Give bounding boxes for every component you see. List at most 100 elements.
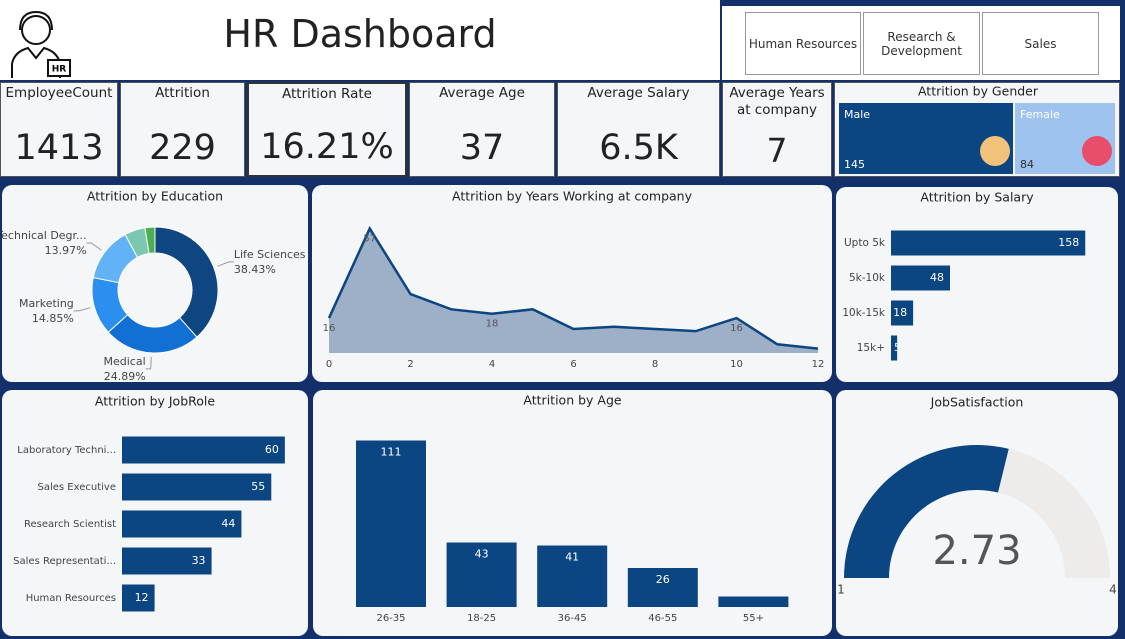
x-tick-label: 2 — [407, 359, 413, 370]
chart-title: Attrition by Salary — [920, 190, 1034, 205]
kpi-value: 7 — [766, 131, 788, 170]
header: HR HR Dashboard — [0, 0, 720, 80]
chart-panel: Attrition by Gender Male 145 Female 84 — [834, 82, 1120, 177]
x-tick-label: 55+ — [743, 613, 764, 624]
gauge-label: 2.73 — [932, 528, 1021, 574]
chart: Attrition by Age 26-35 111 18-25 43 36-45 41 46… — [356, 393, 789, 624]
data-label: 158 — [1058, 236, 1079, 249]
tile-value: 84 — [1020, 158, 1034, 171]
kpi-card: Average Salary 6.5K — [557, 82, 720, 177]
category-label: Research Scientist — [24, 519, 116, 530]
bar — [718, 596, 789, 607]
x-tick-label: 36-45 — [558, 613, 587, 624]
gauge-tick-label: 4 — [1109, 583, 1117, 597]
kpi-value: 6.5K — [599, 128, 678, 168]
x-tick-label: 4 — [489, 359, 495, 370]
kpi-value: 229 — [149, 128, 216, 168]
tile-label: Male — [844, 108, 870, 121]
data-label: 60 — [265, 443, 279, 456]
chart-title: Attrition by Gender — [918, 84, 1039, 99]
kpi-label: Attrition Rate — [282, 86, 372, 102]
slicer-button[interactable]: Human Resources — [745, 12, 861, 75]
slice-value: 24.89% — [104, 370, 146, 382]
kpi-card: Attrition 229 — [120, 82, 245, 177]
data-label: 18 — [486, 319, 499, 330]
data-label: 16 — [323, 323, 336, 334]
data-label: 5 — [894, 341, 901, 354]
data-label: 16 — [730, 323, 743, 334]
svg-text:HR: HR — [52, 65, 67, 75]
avatar — [980, 136, 1011, 166]
chart: Attrition by Education Life Sciences 38.43… — [2, 189, 306, 383]
bar — [122, 584, 155, 612]
kpi-card: Average Age 37 — [409, 82, 555, 177]
title: HR Dashboard — [223, 12, 497, 56]
kpi-label: Average Salary — [587, 85, 690, 101]
kpi-label: Average Age — [439, 85, 525, 101]
chart: Attrition by JobRole Laboratory Techni...… — [13, 394, 285, 612]
bar — [122, 547, 212, 575]
bar — [537, 545, 608, 607]
data-label: 12 — [135, 591, 149, 604]
x-tick-label: 6 — [570, 359, 576, 370]
category-label: Human Resources — [26, 593, 116, 604]
gauge-tick-label: 1 — [837, 583, 845, 597]
chart-title: Attrition by Education — [87, 189, 223, 204]
kpi-value: 37 — [459, 128, 505, 168]
bar — [122, 473, 272, 501]
bar — [122, 510, 242, 538]
chart: Attrition by Salary Upto 5k 158 5k-10k 48 10k… — [842, 190, 1086, 361]
data-label: 26 — [656, 573, 670, 586]
chart-panel: Attrition by Education Life Sciences 38.43… — [2, 185, 308, 382]
chart: JobSatisfaction 2.73 1 4 — [837, 395, 1117, 597]
x-tick-label: 26-35 — [376, 613, 405, 624]
data-label: 57 — [363, 234, 376, 245]
bar — [891, 300, 914, 326]
category-label: 10k-15k — [842, 307, 886, 319]
category-label: Laboratory Techni... — [17, 445, 116, 456]
category-label: Upto 5k — [844, 237, 886, 249]
kpi-card: EmployeeCount 1413 — [0, 82, 118, 177]
gauge-value — [844, 445, 1009, 578]
slice-label: Life Sciences — [234, 248, 306, 261]
kpi-label: Attrition — [155, 85, 210, 101]
kpi-card: Attrition Rate 16.21% — [247, 82, 407, 177]
area-line — [327, 225, 819, 350]
leader-line — [217, 261, 234, 267]
data-label: 33 — [192, 554, 206, 567]
data-label: 44 — [221, 517, 235, 530]
chart: Attrition by Gender Male 145 Female 84 — [839, 84, 1115, 174]
leader-line — [145, 356, 152, 370]
x-tick-label: 46-55 — [648, 613, 677, 624]
slice-label: Marketing — [19, 297, 74, 310]
slice-value: 14.85% — [32, 312, 74, 325]
slicer-button[interactable]: Research & Development — [863, 12, 980, 75]
chart-title: Attrition by Years Working at company — [452, 189, 693, 204]
data-label: 48 — [930, 271, 944, 284]
donut-slice — [154, 226, 219, 338]
category-label: Sales Executive — [38, 482, 116, 493]
tile-label: Female — [1020, 108, 1060, 121]
chart-title: Attrition by JobRole — [95, 394, 215, 409]
chart-panel: Attrition by Salary Upto 5k 158 5k-10k 48 10k… — [836, 187, 1118, 382]
x-tick-label: 10 — [730, 359, 743, 370]
avatar — [1082, 136, 1112, 166]
slice-value: 13.97% — [45, 244, 87, 257]
bar — [891, 230, 1086, 256]
data-label: 43 — [475, 548, 489, 561]
bar — [446, 542, 517, 607]
bar — [122, 436, 285, 464]
category-label: 5k-10k — [849, 272, 886, 284]
area-fill — [329, 228, 818, 353]
bar — [891, 335, 898, 361]
chart-panel: Attrition by JobRole Laboratory Techni...… — [2, 390, 308, 636]
slice-value: 38.43% — [234, 263, 276, 276]
slice-label: Technical Degr... — [2, 229, 87, 242]
slicer-button[interactable]: Sales — [982, 12, 1099, 75]
slice-label: Medical — [104, 355, 146, 368]
hr-icon: HR — [11, 10, 71, 78]
bar — [627, 568, 698, 607]
x-tick-label: 8 — [652, 359, 658, 370]
donut-slice — [144, 226, 156, 255]
